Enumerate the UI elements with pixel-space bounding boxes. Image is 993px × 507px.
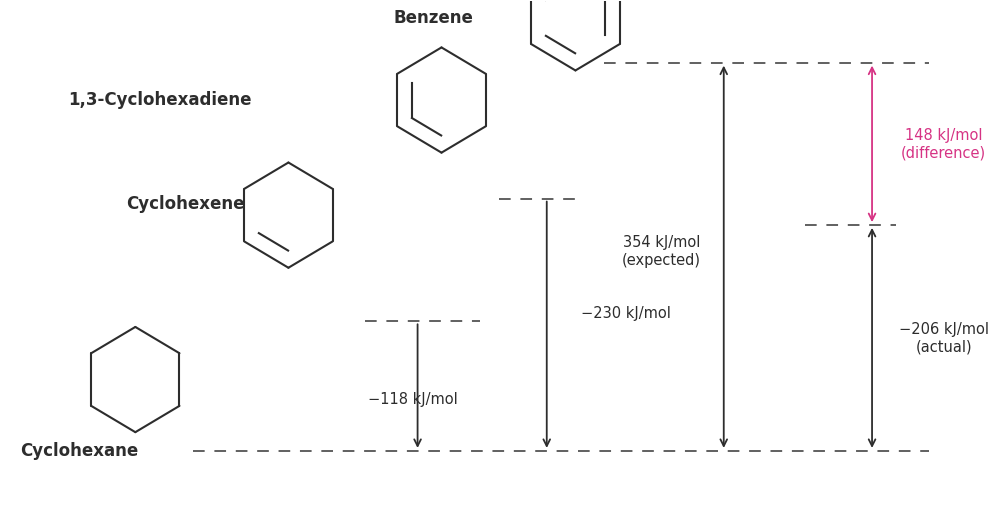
Text: −118 kJ/mol: −118 kJ/mol: [368, 392, 458, 407]
Text: Benzene: Benzene: [393, 9, 474, 27]
Text: Cyclohexane: Cyclohexane: [21, 442, 139, 460]
Text: 1,3-Cyclohexadiene: 1,3-Cyclohexadiene: [69, 91, 252, 109]
Text: −206 kJ/mol
(actual): −206 kJ/mol (actual): [899, 322, 989, 354]
Text: −230 kJ/mol: −230 kJ/mol: [581, 306, 671, 321]
Text: Cyclohexene: Cyclohexene: [126, 195, 244, 213]
Text: 354 kJ/mol
(expected): 354 kJ/mol (expected): [622, 235, 701, 268]
Text: 148 kJ/mol
(difference): 148 kJ/mol (difference): [902, 128, 986, 160]
